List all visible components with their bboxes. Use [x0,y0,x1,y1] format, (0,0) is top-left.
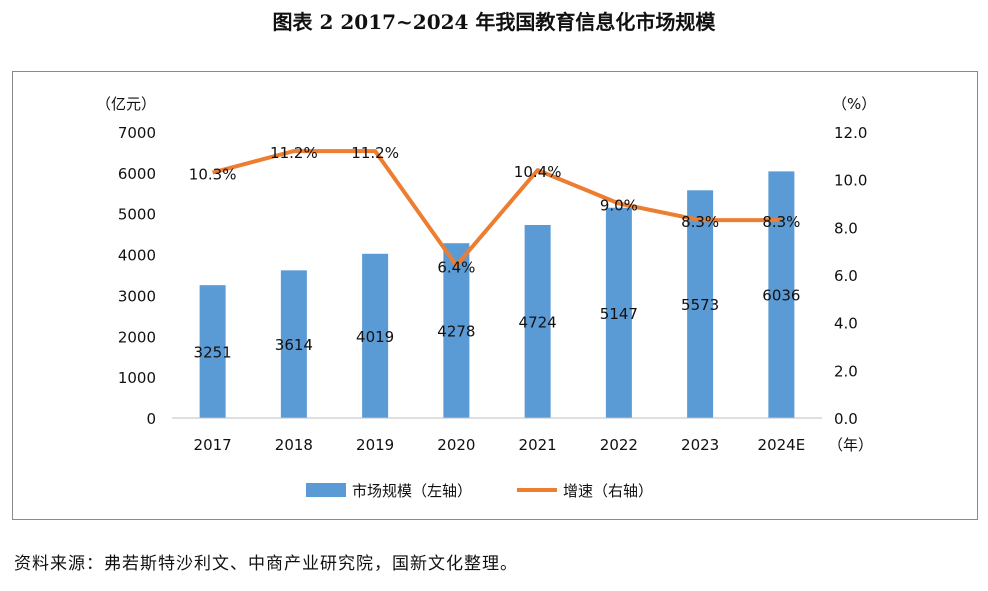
y-right-tick: 12.0 [834,124,867,142]
y-right-tick: 8.0 [834,219,858,237]
y-left-tick: 0 [146,410,156,428]
line-value-label: 8.3% [762,213,800,231]
bar-2024E [768,171,795,418]
y-right-tick: 0.0 [834,410,858,428]
line-value-label: 10.3% [189,166,237,184]
y-right-unit: （%） [832,95,876,113]
bar-2021 [524,224,551,418]
x-tick-label: 2023 [681,436,719,454]
legend-line-label: 增速（右轴） [563,482,653,500]
chart-title: 图表 2 2017~2024 年我国教育信息化市场规模 [272,10,716,34]
bar-value-label: 5147 [600,305,638,323]
x-tick-label: 2017 [194,436,232,454]
bar-2018 [280,270,307,418]
y-right-tick: 4.0 [834,315,858,333]
y-left-tick: 6000 [118,165,156,183]
x-tick-label: 2024E [758,436,806,454]
line-value-label: 9.0% [600,197,638,215]
line-value-label: 11.2% [270,144,318,162]
x-tick-label: 2018 [275,436,313,454]
y-left-tick: 7000 [118,124,156,142]
line-value-label: 6.4% [437,258,475,276]
x-unit: （年） [828,436,873,454]
y-left-unit: （亿元） [96,95,156,113]
bar-value-label: 5573 [681,296,719,314]
x-tick-label: 2019 [356,436,394,454]
y-right-tick: 2.0 [834,362,858,380]
y-left-tick: 3000 [118,287,156,305]
bar-value-label: 3251 [194,344,232,362]
y-left-tick: 1000 [118,369,156,387]
bar-value-label: 4724 [519,313,557,331]
line-value-label: 11.2% [351,144,399,162]
y-left-tick: 2000 [118,328,156,346]
bar-value-label: 4019 [356,328,394,346]
legend-bar-label: 市场规模（左轴） [352,482,472,500]
x-tick-label: 2022 [600,436,638,454]
bar-value-label: 3614 [275,336,313,354]
bar-2022 [605,207,632,418]
bar-2023 [687,190,714,418]
bar-value-label: 4278 [437,323,475,341]
y-left-tick: 4000 [118,247,156,265]
line-value-label: 10.4% [514,163,562,181]
chart-frame [12,71,978,520]
y-left-tick: 5000 [118,206,156,224]
legend-bar-swatch [306,483,346,497]
x-tick-label: 2021 [519,436,557,454]
bar-2017 [199,285,226,418]
line-value-label: 8.3% [681,213,719,231]
bar-value-label: 6036 [762,287,800,305]
source-note: 资料来源：弗若斯特沙利文、中商产业研究院，国新文化整理。 [14,554,518,574]
y-right-tick: 10.0 [834,172,867,190]
bar-2020 [443,243,470,418]
y-right-tick: 6.0 [834,267,858,285]
bar-2019 [362,253,389,418]
growth-line [212,149,782,268]
x-tick-label: 2020 [437,436,475,454]
